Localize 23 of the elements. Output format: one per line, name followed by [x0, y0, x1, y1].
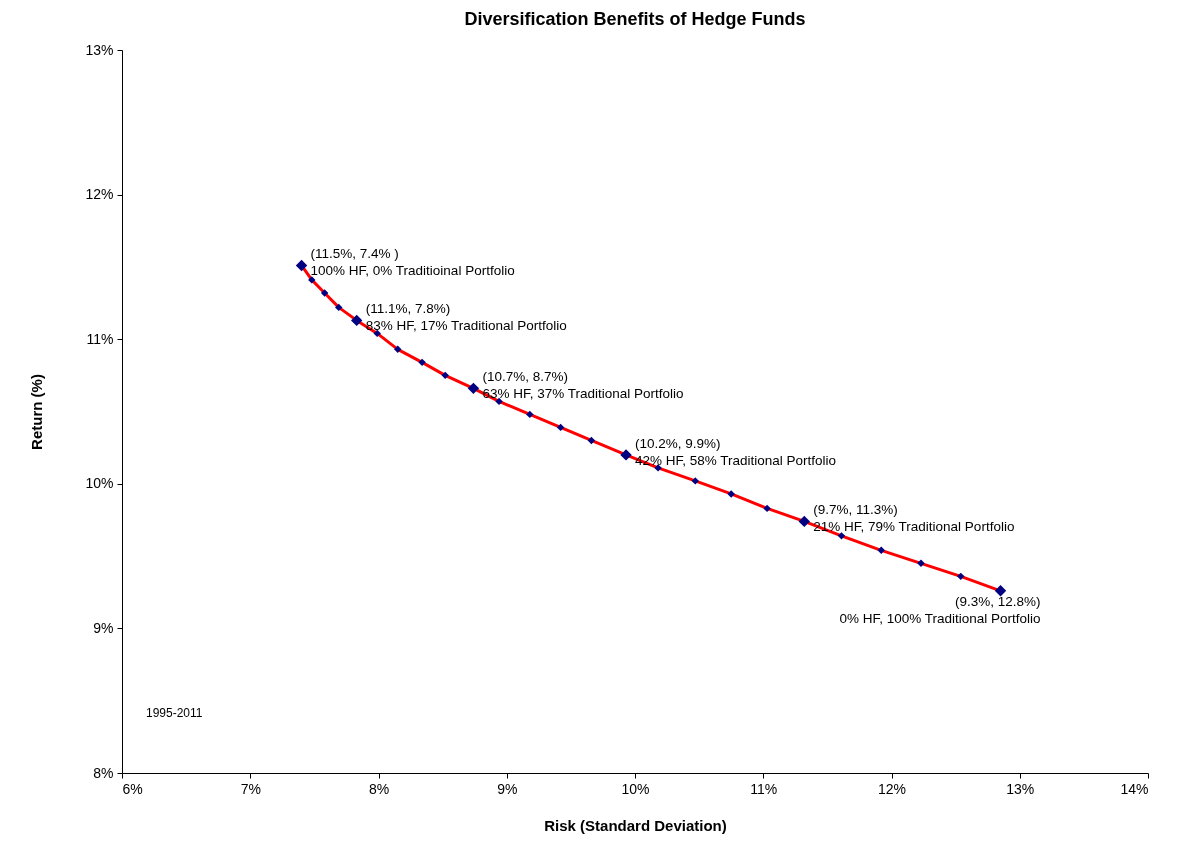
- annotation: (11.1%, 7.8%) 83% HF, 17% Traditional Portfolio: [365, 301, 567, 334]
- y-tick-label: 12%: [85, 186, 114, 203]
- x-tick-label: 7%: [240, 780, 261, 797]
- x-tick-label: 13%: [1006, 780, 1035, 797]
- x-tick-label: 6%: [122, 780, 143, 797]
- x-tick-label: 10%: [621, 780, 650, 797]
- y-axis-title: Return (%): [28, 374, 46, 450]
- chart-title: Diversification Benefits of Hedge Funds: [464, 9, 806, 29]
- annotation: 1995-2011: [146, 706, 203, 720]
- x-tick-label: 14%: [1120, 780, 1149, 797]
- x-tick-label: 8%: [368, 780, 390, 797]
- y-tick-label: 13%: [85, 41, 114, 58]
- annotation: (9.3%, 12.8%) 0% HF, 100% Traditional Portfolio: [839, 593, 1041, 626]
- annotation: (10.7%, 8.7%) 63% HF, 37% Traditional Portfolio: [482, 369, 684, 402]
- y-tick-label: 11%: [86, 330, 114, 347]
- x-tick-label: 11%: [750, 780, 778, 797]
- y-tick-label: 10%: [85, 475, 114, 492]
- y-tick-label: 9%: [93, 619, 114, 636]
- annotation: (11.5%, 7.4% ) 100% HF, 0% Traditioinal Portfolio: [310, 246, 515, 279]
- x-axis-title: Risk (Standard Deviation): [544, 816, 727, 834]
- x-tick-label: 12%: [877, 780, 907, 797]
- y-tick-label: 8%: [93, 764, 114, 781]
- x-tick-label: 9%: [497, 780, 518, 797]
